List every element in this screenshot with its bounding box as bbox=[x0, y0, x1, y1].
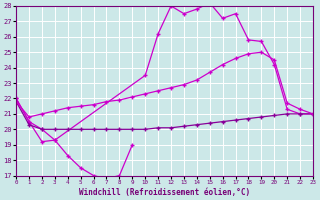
X-axis label: Windchill (Refroidissement éolien,°C): Windchill (Refroidissement éolien,°C) bbox=[79, 188, 250, 197]
